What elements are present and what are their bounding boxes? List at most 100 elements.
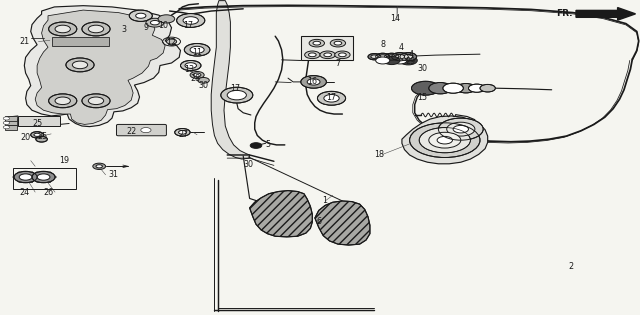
Circle shape xyxy=(376,57,390,64)
Circle shape xyxy=(96,165,102,168)
Circle shape xyxy=(36,136,47,142)
Bar xyxy=(5,116,17,121)
Circle shape xyxy=(72,61,88,69)
Text: 25: 25 xyxy=(37,132,47,140)
Bar xyxy=(5,125,17,130)
Circle shape xyxy=(307,79,320,85)
FancyBboxPatch shape xyxy=(116,124,166,136)
Circle shape xyxy=(141,128,151,133)
Circle shape xyxy=(88,97,104,105)
Circle shape xyxy=(383,56,400,65)
Circle shape xyxy=(150,20,159,25)
Circle shape xyxy=(324,53,332,57)
Text: 13: 13 xyxy=(184,66,194,74)
Text: 5: 5 xyxy=(265,140,270,149)
Circle shape xyxy=(93,163,106,169)
Text: 10: 10 xyxy=(158,21,168,30)
Circle shape xyxy=(227,90,246,100)
Circle shape xyxy=(320,51,335,59)
Circle shape xyxy=(371,55,378,59)
Circle shape xyxy=(309,39,324,47)
Circle shape xyxy=(185,63,196,68)
Text: 17: 17 xyxy=(326,93,337,101)
Circle shape xyxy=(179,130,186,134)
Bar xyxy=(52,37,109,46)
Circle shape xyxy=(376,53,390,60)
Circle shape xyxy=(190,72,204,78)
Circle shape xyxy=(368,54,381,60)
Circle shape xyxy=(34,133,40,136)
Circle shape xyxy=(184,43,210,56)
Circle shape xyxy=(3,121,10,124)
Bar xyxy=(18,116,60,126)
Text: 9: 9 xyxy=(143,23,148,32)
Circle shape xyxy=(177,14,205,27)
Text: 4: 4 xyxy=(398,43,403,52)
Text: 30: 30 xyxy=(417,64,428,72)
Circle shape xyxy=(393,57,407,64)
Polygon shape xyxy=(211,1,250,159)
Text: 20: 20 xyxy=(20,133,31,141)
Text: 29: 29 xyxy=(406,57,416,66)
Circle shape xyxy=(183,17,198,24)
Text: 14: 14 xyxy=(390,14,401,23)
Circle shape xyxy=(313,41,321,45)
Circle shape xyxy=(190,46,204,53)
Text: 2: 2 xyxy=(568,262,573,271)
FancyArrow shape xyxy=(576,8,636,20)
Circle shape xyxy=(443,83,463,93)
Circle shape xyxy=(392,53,408,61)
Circle shape xyxy=(468,84,485,92)
Circle shape xyxy=(305,51,320,59)
Text: 6: 6 xyxy=(316,217,321,226)
Text: 19: 19 xyxy=(59,156,69,165)
Circle shape xyxy=(396,54,404,59)
Circle shape xyxy=(301,76,326,88)
Text: 27: 27 xyxy=(178,130,188,139)
Circle shape xyxy=(31,132,44,138)
Circle shape xyxy=(175,129,190,136)
Text: 8: 8 xyxy=(380,40,385,49)
Circle shape xyxy=(317,91,346,105)
Circle shape xyxy=(429,132,461,148)
Circle shape xyxy=(453,125,468,133)
Bar xyxy=(13,168,76,189)
Circle shape xyxy=(335,51,350,59)
Circle shape xyxy=(330,39,346,47)
Circle shape xyxy=(438,118,483,140)
Circle shape xyxy=(198,77,209,83)
Text: 1: 1 xyxy=(323,197,328,205)
Circle shape xyxy=(324,94,339,102)
Text: 30: 30 xyxy=(243,160,253,169)
Circle shape xyxy=(32,171,55,183)
Circle shape xyxy=(55,97,70,105)
Circle shape xyxy=(19,174,32,180)
Circle shape xyxy=(49,22,77,36)
Text: 15: 15 xyxy=(417,93,428,102)
Text: 22: 22 xyxy=(126,127,136,136)
Circle shape xyxy=(3,117,10,120)
Text: 12: 12 xyxy=(166,38,177,47)
Circle shape xyxy=(49,94,77,108)
Circle shape xyxy=(82,94,110,108)
Circle shape xyxy=(308,53,316,57)
Circle shape xyxy=(456,83,476,93)
Circle shape xyxy=(129,10,152,21)
Circle shape xyxy=(419,128,470,153)
Circle shape xyxy=(221,87,253,103)
Circle shape xyxy=(437,136,452,144)
Circle shape xyxy=(14,171,37,183)
Text: 21: 21 xyxy=(19,37,29,46)
Circle shape xyxy=(447,122,475,136)
Polygon shape xyxy=(402,116,488,164)
Polygon shape xyxy=(250,191,312,237)
Text: 18: 18 xyxy=(374,150,384,159)
Circle shape xyxy=(334,41,342,45)
Text: 30: 30 xyxy=(198,81,209,89)
Text: 25: 25 xyxy=(32,119,42,128)
Circle shape xyxy=(136,13,146,18)
Circle shape xyxy=(410,123,480,158)
Circle shape xyxy=(480,84,495,92)
Text: 28: 28 xyxy=(191,74,201,83)
Circle shape xyxy=(404,54,413,59)
